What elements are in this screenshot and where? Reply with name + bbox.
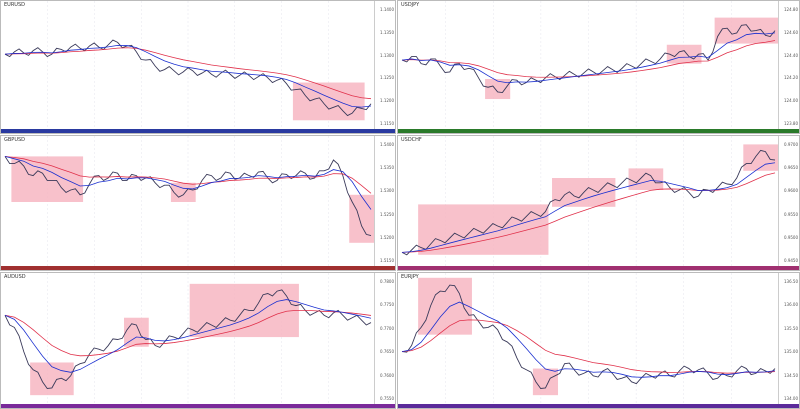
axis-tick-label: 1.1200 <box>380 98 394 104</box>
axis-tick-label: 0.9550 <box>784 211 798 217</box>
highlight-box <box>30 362 74 396</box>
price-axis[interactable]: 1.5400 1.5350 1.5300 1.5250 1.5200 1.5150 <box>374 136 395 266</box>
axis-tick-label: 124.40 <box>784 52 798 58</box>
chart-panel[interactable]: GBPUSD 1.5400 1.5350 1.5300 1.5250 1.5200 1.51… <box>0 135 396 271</box>
axis-tick-label: 0.7800 <box>380 279 394 284</box>
plot-area <box>401 1 778 129</box>
slow-ma-line <box>401 319 776 374</box>
fast-ma-line <box>4 299 372 373</box>
axis-tick-label: 0.9500 <box>784 234 798 240</box>
axis-tick-label: 1.1250 <box>380 75 394 81</box>
plot-area <box>4 136 374 266</box>
price-axis[interactable]: 0.7800 0.7750 0.7700 0.7650 0.7600 0.7550 <box>374 273 395 404</box>
highlight-box <box>485 78 511 100</box>
axis-tick-label: 0.9700 <box>784 142 798 147</box>
axis-tick-label: 1.5150 <box>380 258 394 263</box>
price-axis[interactable]: 1.1400 1.1350 1.1300 1.1250 1.1200 1.1150 <box>374 1 395 129</box>
axis-tick-label: 0.7600 <box>380 372 394 378</box>
symbol-title: USDCHF <box>401 137 422 143</box>
highlight-box <box>666 44 702 64</box>
time-strip <box>398 266 799 270</box>
time-strip <box>1 129 395 133</box>
chart-panel[interactable]: AUDUSD 0.7800 0.7750 0.7700 0.7650 0.7600 0.75… <box>0 272 396 409</box>
chart-panel[interactable]: USDCHF 0.9700 0.9650 0.9600 0.9550 0.9500 0.94… <box>397 135 800 271</box>
axis-tick-label: 135.50 <box>784 325 798 331</box>
highlight-box <box>628 168 664 190</box>
plot-area <box>401 273 776 404</box>
axis-tick-label: 1.1150 <box>380 121 394 126</box>
axis-tick-label: 1.1350 <box>380 29 394 35</box>
fast-ma-line <box>401 32 776 84</box>
plot-area <box>4 273 372 404</box>
axis-tick-label: 0.7550 <box>380 396 394 401</box>
highlight-box <box>292 82 365 121</box>
axis-tick-label: 0.7700 <box>380 325 394 331</box>
symbol-title: GBPUSD <box>4 137 26 143</box>
slow-ma-line <box>401 40 776 78</box>
symbol-title: AUDUSD <box>4 274 26 280</box>
symbol-title: EURJPY <box>401 274 419 280</box>
price-axis[interactable]: 0.9700 0.9650 0.9600 0.9550 0.9500 0.9450 <box>778 136 799 266</box>
axis-tick-label: 1.5400 <box>380 142 394 147</box>
axis-tick-label: 124.00 <box>784 98 798 104</box>
price-line <box>401 24 776 94</box>
chart-panel[interactable]: EURUSD 1.1400 1.1350 1.1300 1.1250 1.1200 1.11… <box>0 0 396 134</box>
plot-area <box>4 1 372 129</box>
axis-tick-label: 124.60 <box>784 29 798 35</box>
fast-ma-line <box>4 44 372 108</box>
axis-tick-label: 0.7650 <box>380 349 394 355</box>
axis-tick-label: 136.00 <box>784 302 798 308</box>
price-axis[interactable]: 124.80 124.60 124.40 124.20 124.00 123.80 <box>778 1 799 129</box>
axis-tick-label: 124.20 <box>784 75 798 81</box>
highlight-box <box>11 156 84 202</box>
plot-area <box>401 136 778 266</box>
axis-tick-label: 0.7750 <box>380 302 394 308</box>
axis-tick-label: 123.80 <box>784 121 798 126</box>
fast-ma-line <box>401 301 776 378</box>
slow-ma-line <box>4 309 372 357</box>
time-strip <box>1 266 395 270</box>
axis-tick-label: 1.5250 <box>380 211 394 217</box>
axis-tick-label: 135.00 <box>784 349 798 355</box>
axis-tick-label: 0.9650 <box>784 165 798 171</box>
axis-tick-label: 134.50 <box>784 372 798 378</box>
slow-ma-line <box>4 156 372 194</box>
price-axis[interactable]: 136.50 136.00 135.50 135.00 134.50 134.00 <box>778 273 799 404</box>
axis-tick-label: 1.5300 <box>380 188 394 194</box>
price-line <box>401 149 776 256</box>
symbol-title: EURUSD <box>4 2 25 8</box>
chart-panel[interactable]: USDJPY 124.80 124.60 124.40 124.20 124.00 123.… <box>397 0 800 134</box>
slow-ma-line <box>4 47 372 100</box>
axis-tick-label: 1.1400 <box>380 7 394 12</box>
highlight-box <box>532 368 559 396</box>
axis-tick-label: 1.5200 <box>380 234 394 240</box>
fast-ma-line <box>4 156 372 210</box>
axis-tick-label: 136.50 <box>784 279 798 284</box>
price-line <box>401 284 776 389</box>
price-line <box>4 289 372 389</box>
time-strip <box>398 129 799 133</box>
highlight-box <box>418 277 472 335</box>
time-strip <box>398 404 799 408</box>
highlight-box <box>189 283 299 338</box>
chart-panel[interactable]: EURJPY 136.50 136.00 135.50 135.00 134.50 134.… <box>397 272 800 409</box>
highlight-box <box>170 182 196 202</box>
axis-tick-label: 124.80 <box>784 7 798 12</box>
axis-tick-label: 0.9600 <box>784 188 798 194</box>
highlight-box <box>349 194 374 243</box>
axis-tick-label: 0.9450 <box>784 258 798 263</box>
fast-ma-line <box>401 162 776 253</box>
symbol-title: USDJPY <box>401 2 420 8</box>
axis-tick-label: 1.5350 <box>380 165 394 171</box>
highlight-box <box>743 144 778 171</box>
axis-tick-label: 134.00 <box>784 396 798 401</box>
highlight-box <box>714 17 778 44</box>
time-strip <box>1 404 395 408</box>
axis-tick-label: 1.1300 <box>380 52 394 58</box>
